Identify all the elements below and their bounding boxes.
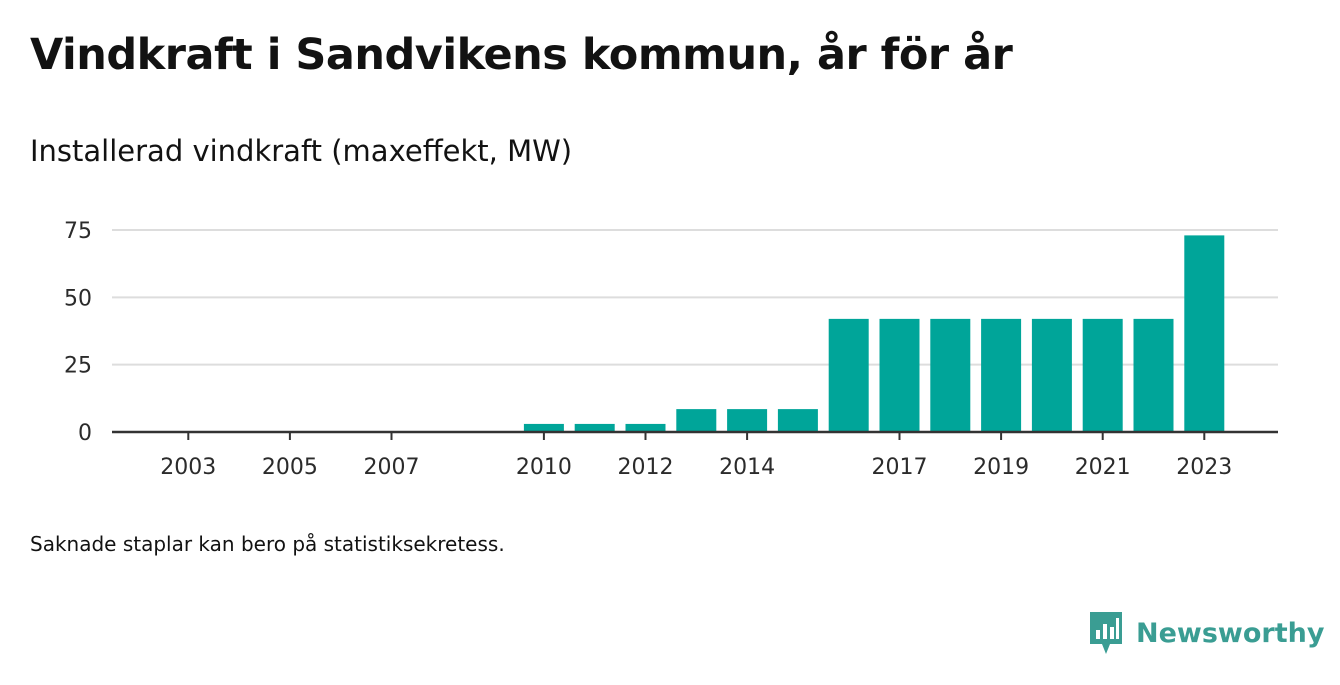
bar-2014 [727, 409, 768, 432]
y-tick-label-75: 75 [64, 219, 92, 244]
x-tick-label-2003: 2003 [160, 455, 216, 480]
bar-2022 [1133, 318, 1174, 432]
chart-subtitle: Installerad vindkraft (maxeffekt, MW) [30, 134, 573, 168]
footnote: Saknade staplar kan bero på statistiksek… [30, 532, 505, 556]
x-tick-label-2014: 2014 [719, 455, 775, 480]
x-tick-label-2023: 2023 [1176, 455, 1232, 480]
x-tick-label-2021: 2021 [1075, 455, 1131, 480]
x-tick-label-2019: 2019 [973, 455, 1029, 480]
y-tick-label-25: 25 [64, 354, 92, 379]
y-tick-label-0: 0 [78, 421, 92, 446]
chart-title: Vindkraft i Sandvikens kommun, år för år [30, 30, 1013, 80]
brand-name: Newsworthy [1136, 617, 1325, 649]
bar-2010 [523, 423, 564, 432]
bar-2018 [930, 318, 971, 432]
brand-logo: Newsworthy [1088, 610, 1324, 656]
x-tick-label-2017: 2017 [872, 455, 928, 480]
bar-2011 [574, 423, 615, 432]
bar-2020 [1031, 318, 1072, 432]
bar-2019 [981, 318, 1022, 432]
bar-2017 [879, 318, 920, 432]
y-tick-label-50: 50 [64, 286, 92, 311]
bar-2013 [676, 409, 717, 432]
newsworthy-bar-chart-icon [1090, 612, 1122, 654]
x-tick-label-2005: 2005 [262, 455, 318, 480]
x-tick-label-2007: 2007 [364, 455, 420, 480]
bar-chart: 0 25 50 75 2003 2005 2007 2010 2012 2014 2017 2019 2… [64, 219, 1278, 480]
bar-2015 [777, 409, 818, 432]
x-tick-label-2012: 2012 [618, 455, 674, 480]
bar-2021 [1082, 318, 1123, 432]
bar-2016 [828, 318, 869, 432]
bar-2012 [625, 423, 666, 432]
bar-2023 [1184, 235, 1225, 432]
x-tick-label-2010: 2010 [516, 455, 572, 480]
